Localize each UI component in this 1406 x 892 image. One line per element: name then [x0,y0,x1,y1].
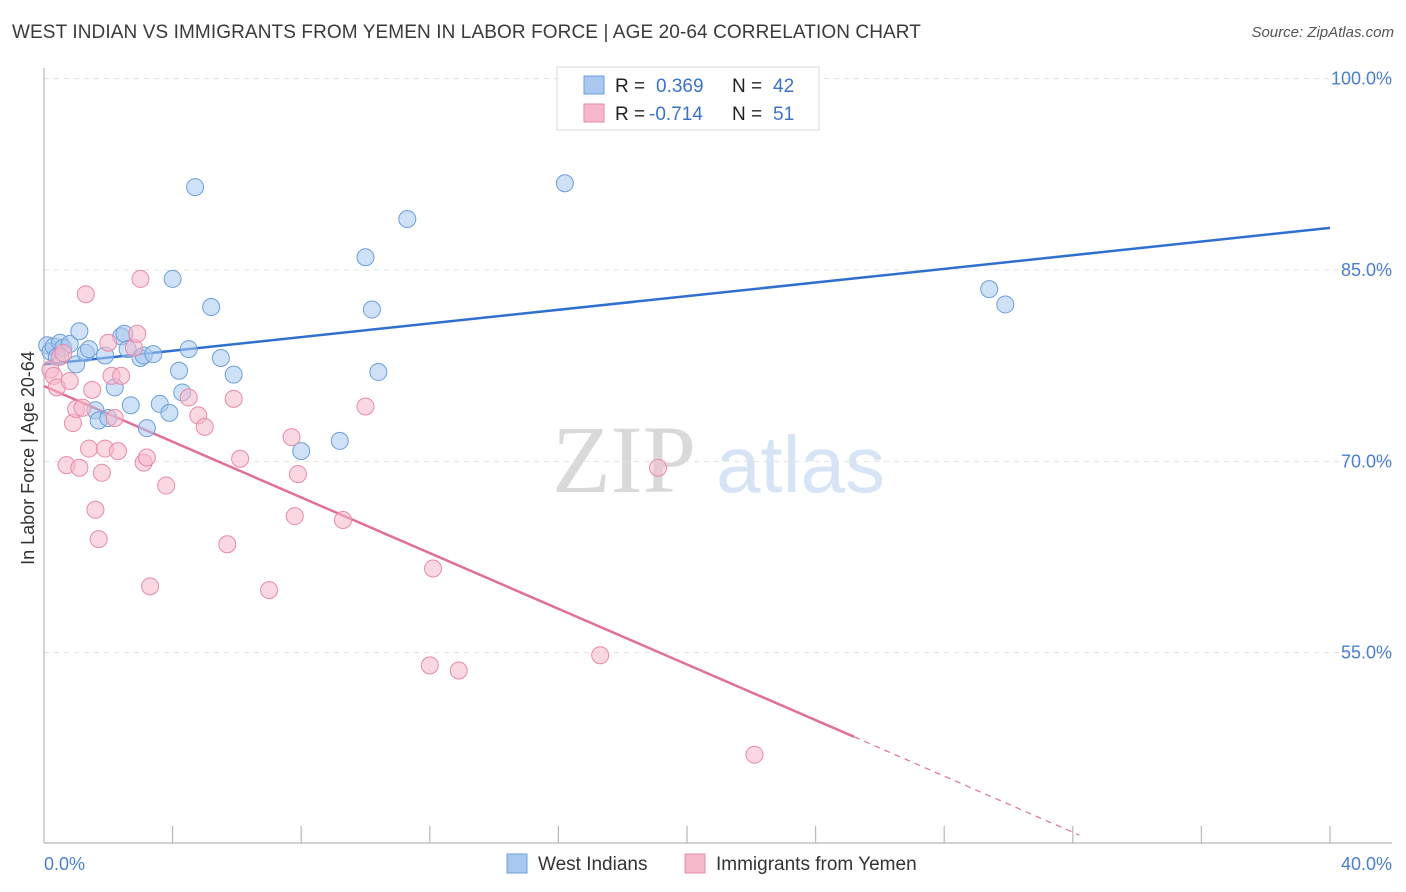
legend-swatch-blue [583,75,605,95]
point-immigrants-yemen [60,371,79,390]
bottom-legend-swatch-blue [506,853,528,874]
axes [43,68,1392,844]
y-tick-label: 70.0% [1341,451,1392,471]
y-axis-label: In Labor Force | Age 20-64 [18,351,38,565]
point-immigrants-yemen [89,530,108,549]
point-immigrants-yemen [54,343,73,362]
point-immigrants-yemen [356,397,375,416]
x-tick-labels: 0.0% 40.0% [44,854,1392,874]
point-west-indians [170,361,189,380]
point-immigrants-yemen [99,333,118,352]
point-immigrants-yemen [70,458,89,477]
point-immigrants-yemen [112,366,131,385]
watermark-zip: ZIP [552,406,696,513]
legend-r-label-pink: R = [615,104,645,125]
point-immigrants-yemen [282,428,301,447]
point-immigrants-yemen [224,389,243,408]
point-west-indians [179,340,198,359]
point-immigrants-yemen [745,745,764,764]
point-west-indians [369,363,388,382]
point-immigrants-yemen [333,510,352,529]
point-west-indians [160,403,179,422]
legend-n-label-pink: N = [732,104,762,125]
legend-r-value-blue: 0.369 [656,76,704,97]
point-west-indians [163,269,182,288]
data-points [38,174,1015,764]
trend-line-dashed-extension [853,736,1080,836]
point-west-indians [202,297,221,316]
chart-title: WEST INDIAN VS IMMIGRANTS FROM YEMEN IN … [12,22,921,43]
trend-lines [43,226,1331,836]
y-tick-label: 55.0% [1341,643,1392,663]
point-west-indians [70,322,89,341]
y-tick-label: 100.0% [1331,69,1392,89]
point-immigrants-yemen [105,408,124,427]
point-immigrants-yemen [73,398,92,417]
bottom-legend: West Indians Immigrants from Yemen [506,853,917,875]
legend-n-value-blue: 42 [773,76,794,97]
legend-r-value-pink: -0.714 [649,104,703,125]
point-immigrants-yemen [92,463,111,482]
x-tick-label: 40.0% [1341,854,1392,874]
source-credit: Source: ZipAtlas.com [1251,24,1394,41]
point-immigrants-yemen [591,646,610,665]
y-tick-labels: 55.0% 70.0% 85.0% 100.0% [1331,69,1392,663]
trend-line-immigrants-yemen [43,384,855,738]
legend-r-label-blue: R = [615,76,645,97]
point-immigrants-yemen [141,577,160,596]
point-immigrants-yemen [260,581,279,600]
point-immigrants-yemen [128,324,147,343]
point-west-indians [356,248,375,267]
point-immigrants-yemen [195,417,214,436]
legend: R = 0.369 N = 42 R = -0.714 N = 51 [556,66,820,131]
bottom-legend-swatch-pink [684,853,706,874]
point-west-indians [137,419,156,438]
point-immigrants-yemen [424,559,443,578]
bottom-legend-label-pink: Immigrants from Yemen [716,854,917,875]
point-immigrants-yemen [83,380,102,399]
gridlines [44,78,1392,654]
point-immigrants-yemen [157,476,176,495]
point-immigrants-yemen [76,285,95,304]
point-immigrants-yemen [108,442,127,461]
point-immigrants-yemen [179,388,198,407]
point-west-indians [67,355,86,374]
point-immigrants-yemen [420,656,439,675]
trend-line-west-indians [43,226,1331,366]
point-west-indians [555,174,574,193]
point-west-indians [121,396,140,415]
watermark-atlas: atlas [716,420,885,509]
point-immigrants-yemen [218,535,237,554]
y-tick-label: 85.0% [1341,260,1392,280]
point-immigrants-yemen [288,465,307,484]
point-immigrants-yemen [137,448,156,467]
point-immigrants-yemen [131,269,150,288]
legend-swatch-pink [583,103,605,123]
point-immigrants-yemen [231,449,250,468]
point-immigrants-yemen [285,507,304,526]
point-west-indians [211,349,230,368]
x-tick-label: 0.0% [44,854,85,874]
point-immigrants-yemen [80,439,99,458]
point-west-indians [80,340,99,359]
point-immigrants-yemen [449,661,468,680]
bottom-legend-label-blue: West Indians [538,854,647,875]
point-west-indians [362,300,381,319]
point-west-indians [224,365,243,384]
point-immigrants-yemen [86,500,105,519]
point-west-indians [980,280,999,299]
point-west-indians [186,178,205,197]
legend-n-label-blue: N = [732,76,762,97]
point-west-indians [330,431,349,450]
point-west-indians [144,345,163,364]
point-west-indians [398,209,417,228]
point-west-indians [996,295,1015,314]
point-immigrants-yemen [649,458,668,477]
legend-n-value-pink: 51 [773,104,794,125]
point-west-indians [292,442,311,461]
